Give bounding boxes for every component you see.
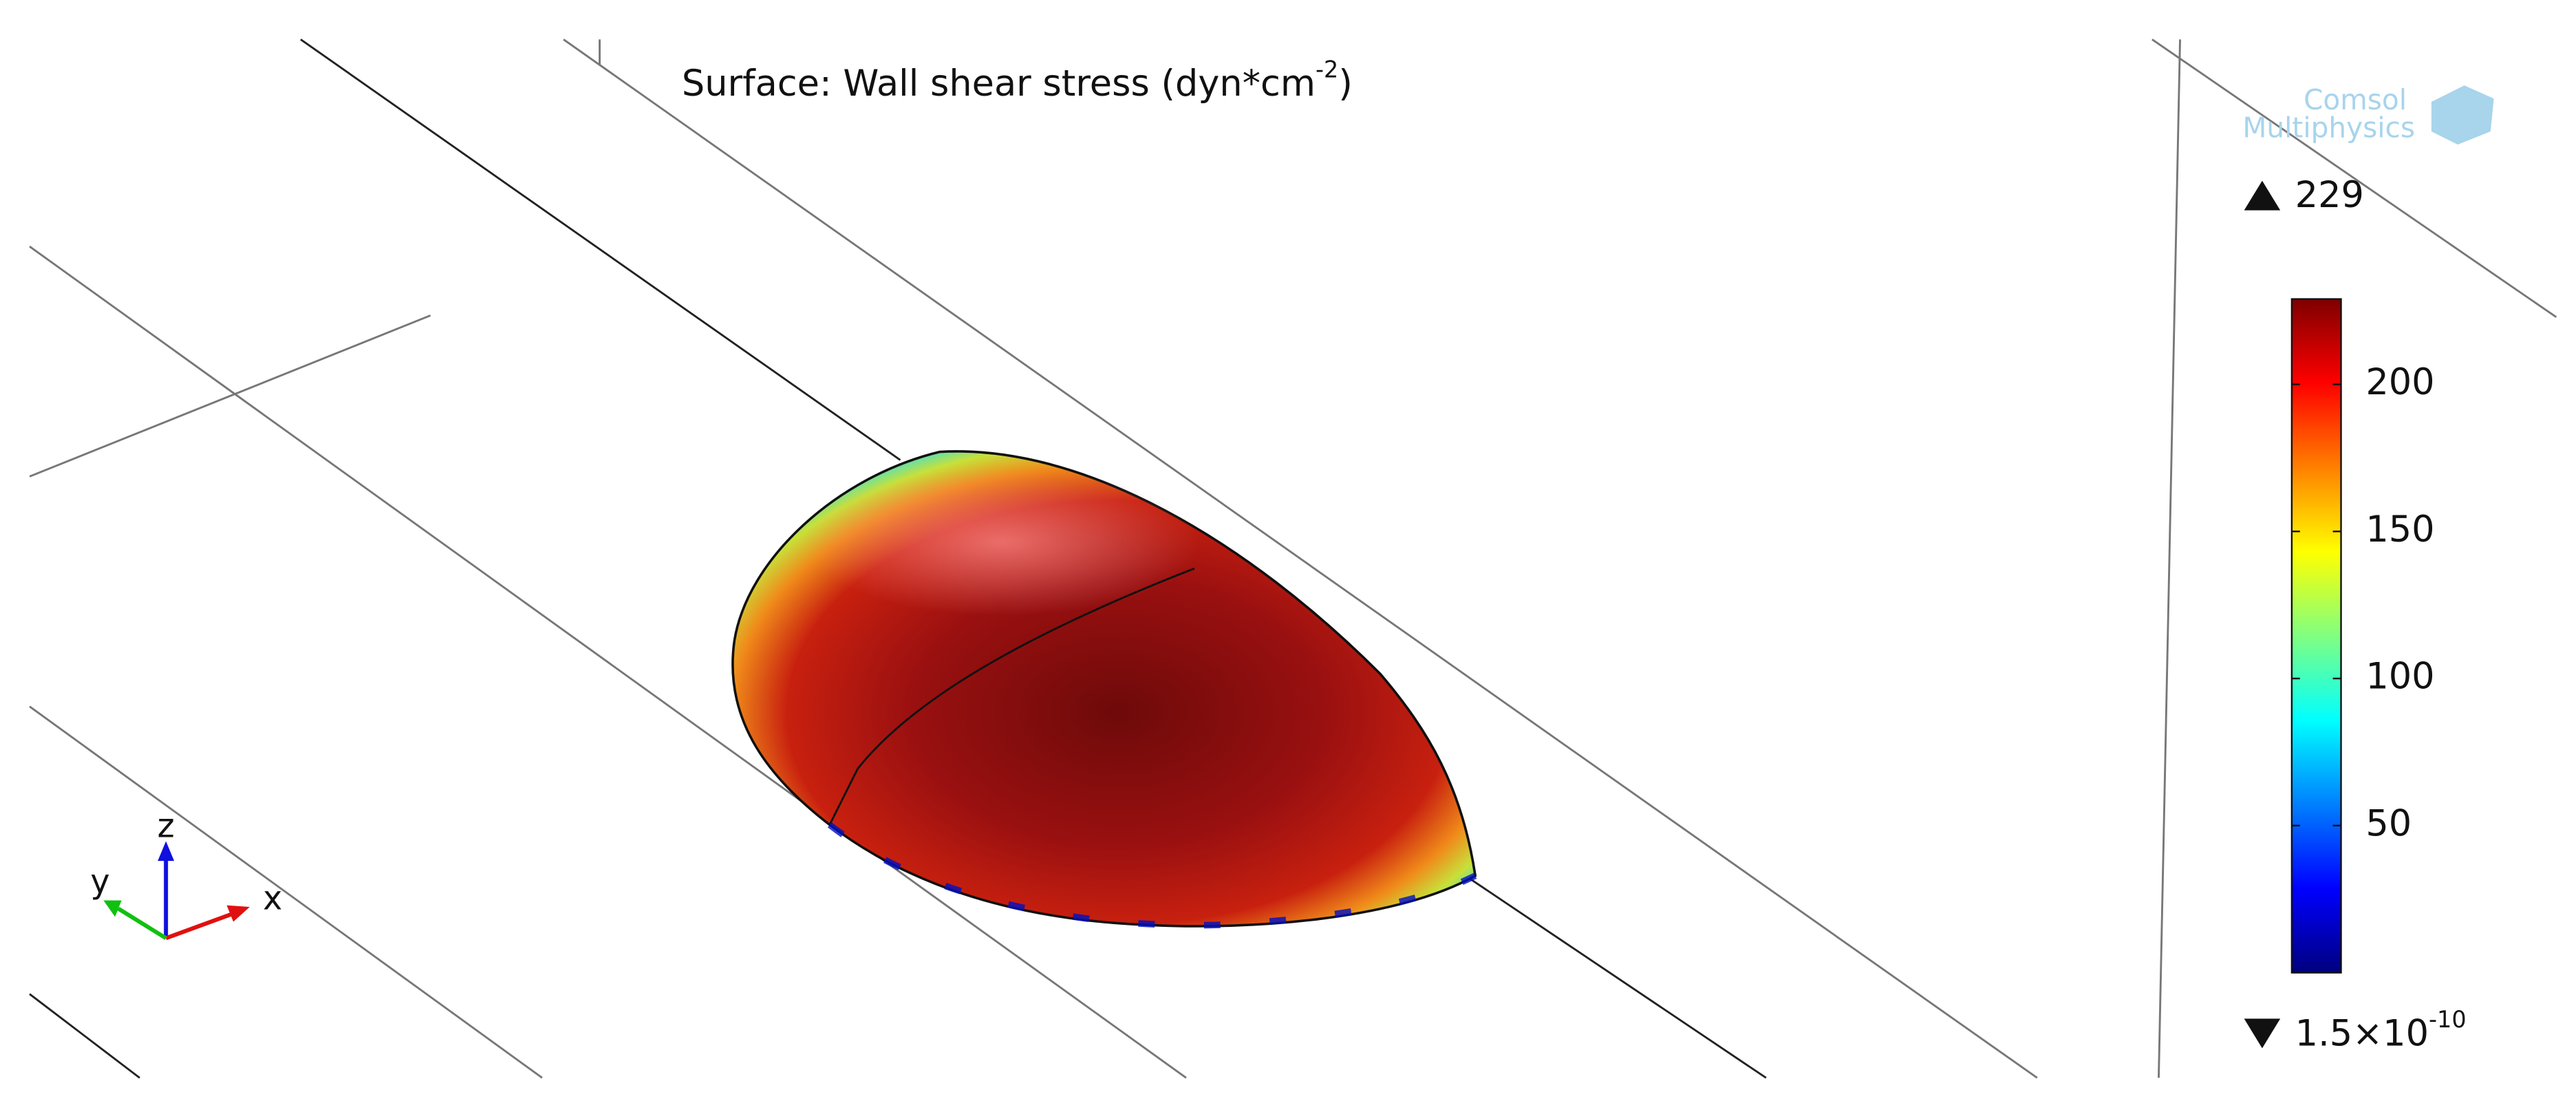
colorbar-scale xyxy=(2290,298,2342,974)
surface xyxy=(731,450,1477,929)
axis-label-z: z xyxy=(158,807,175,845)
axis-label-y: y xyxy=(90,864,109,901)
colorbar: 50 100 150 200 xyxy=(2290,298,2435,974)
colorbar-tick-label: 50 xyxy=(2365,802,2412,844)
colorbar-max-label: 229 xyxy=(2295,174,2364,216)
logo-line-1: Comsol xyxy=(2304,83,2407,116)
axis-label-x: x xyxy=(263,879,282,917)
title-suffix: ) xyxy=(1338,63,1353,105)
colorbar-tick-label: 200 xyxy=(2365,361,2434,403)
scene-lines xyxy=(29,39,2557,1079)
chart-title: Surface: Wall shear stress (dyn*cm-2) xyxy=(682,56,1353,105)
min-label-base: 1.5×10 xyxy=(2295,1012,2429,1054)
logo: Comsol Multiphysics xyxy=(2242,83,2494,145)
title-superscript: -2 xyxy=(1316,56,1338,83)
logo-line-2: Multiphysics xyxy=(2242,111,2415,145)
colorbar-tick-label: 100 xyxy=(2365,656,2434,698)
min-label-exponent: -10 xyxy=(2429,1005,2467,1032)
max-marker xyxy=(2244,180,2281,211)
title-text: Surface: Wall shear stress (dyn*cm xyxy=(682,63,1316,105)
colorbar-min-label: 1.5×10-10 xyxy=(2295,1005,2467,1054)
axis-triad xyxy=(103,841,250,941)
min-marker xyxy=(2244,1018,2281,1049)
colorbar-tick-label: 150 xyxy=(2365,509,2434,550)
